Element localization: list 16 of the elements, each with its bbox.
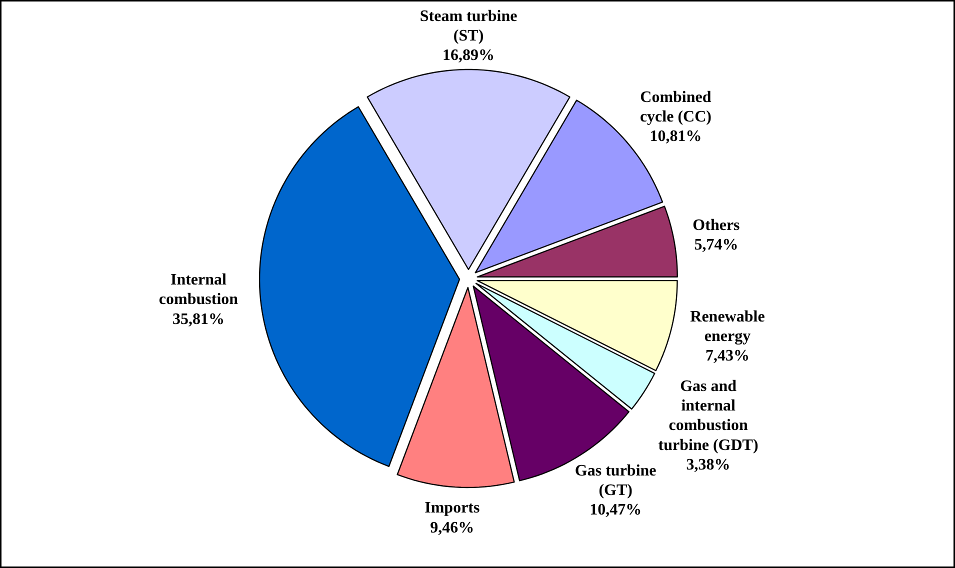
slice-label: Internal combustion <box>158 272 238 308</box>
data-label: 7,43% <box>705 348 750 364</box>
data-label: 16,89% <box>442 47 495 64</box>
data-label: 35,81% <box>172 310 224 328</box>
slice-label: Gas and internal combustion turbine (GDT) <box>658 378 758 454</box>
slice-label: Others <box>692 217 740 234</box>
data-label: 3,38% <box>686 456 730 474</box>
slice-label: Combined cycle (CC) <box>640 89 712 126</box>
slice-label: Gas turbine (GT) <box>574 462 656 499</box>
data-label: 5,74% <box>694 236 738 254</box>
slice-label: Steam turbine (ST) <box>420 8 518 44</box>
data-label: 10,47% <box>590 501 642 518</box>
data-label: 10,81% <box>650 128 702 146</box>
slice-label: Imports <box>424 500 480 517</box>
data-label: 9,46% <box>430 519 474 536</box>
slice-label: Renewable energy <box>690 308 765 345</box>
